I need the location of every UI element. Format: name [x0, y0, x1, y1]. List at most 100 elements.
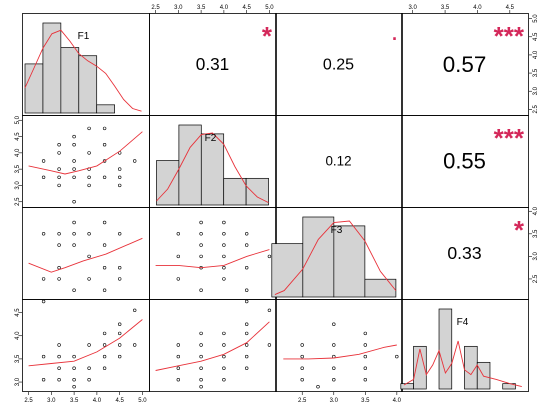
histogram-bar-F3-3: [364, 278, 397, 298]
scatter-point-3-1-10: [87, 254, 91, 259]
scatter-point-4-2-12: [222, 354, 226, 359]
scatter-point-4-1-10: [57, 354, 61, 359]
scatter-point-4-1-12: [102, 354, 107, 359]
scatter-point-4-1-8: [133, 343, 137, 347]
scatter-point-4-3-14: [363, 378, 367, 382]
smooth-line-4-3: [283, 344, 397, 360]
density-line-F3: [274, 220, 397, 296]
scatter-point-2-1-10: [72, 159, 76, 163]
scatter-point-2-1-2: [72, 134, 76, 139]
scatter-point-2-1-12: [133, 159, 137, 163]
scatter-point-3-2-2: [176, 232, 181, 236]
tick-label-row1-4: 4.5: [533, 32, 539, 41]
scatter-point-4-3-4: [363, 343, 367, 347]
scatter-point-3-2-20: [245, 299, 249, 304]
scatter-point-4-3-7: [363, 354, 367, 359]
scatter-point-4-1-22: [72, 385, 76, 389]
scatter-point-3-2-5: [245, 232, 249, 236]
scatter-point-4-3-2: [300, 343, 304, 347]
scatter-point-4-1-18: [41, 378, 46, 382]
scatter-point-4-3-15: [316, 385, 320, 389]
histogram-bar-F2-2: [200, 133, 225, 206]
scatter-point-2-1-23: [57, 183, 61, 188]
tick-label-row1-3: 4.0: [533, 50, 539, 59]
tick-label-row1-0: 2.5: [533, 105, 539, 114]
histogram-bar-F4-3: [438, 308, 453, 390]
scatter-point-3-2-17: [222, 277, 226, 281]
scatter-point-4-2-11: [199, 354, 203, 359]
scatter-point-4-1-5: [87, 343, 91, 347]
smooth-line-3-1: [28, 237, 143, 273]
scatter-point-4-1-9: [41, 354, 46, 359]
tick-label-row1-2: 3.5: [533, 68, 539, 77]
density-line-F4: [403, 340, 522, 388]
scatter-point-2-1-17: [41, 175, 46, 180]
scatter-point-3-1-18: [72, 288, 76, 292]
scatter-point-2-1-13: [57, 167, 61, 171]
scatter-point-4-2-8: [245, 343, 249, 347]
histogram-bar-F3-1: [302, 216, 335, 298]
scatter-point-4-1-13: [117, 354, 122, 359]
scatter-point-3-2-12: [267, 254, 272, 259]
tick-label-row3-2: 3.5: [533, 229, 539, 238]
density-line-F1: [24, 29, 142, 112]
tick-label-col4-1: 3.5: [441, 5, 450, 11]
scatter-point-4-1-16: [87, 366, 91, 370]
scatter-point-3-1-8: [72, 243, 76, 247]
tick-label-row4-0: 3.0: [15, 377, 21, 386]
correlation-value-1-2: 0.31: [196, 54, 229, 74]
tick-label-col1-1: 3.0: [47, 398, 56, 404]
tick-label-col1-3: 4.0: [93, 398, 102, 404]
scatter-point-4-1-19: [57, 378, 61, 382]
tick-label-col3-2: 3.5: [361, 398, 370, 404]
scatter-point-3-1-15: [57, 277, 61, 281]
scatter-point-4-2-7: [222, 343, 226, 347]
scatter-point-4-2-16: [222, 366, 226, 370]
scatter-point-4-2-17: [245, 366, 249, 370]
scatter-point-4-3-3: [332, 343, 336, 347]
histogram-bar-F1-1: [42, 22, 62, 114]
tick-label-row3-1: 3.0: [533, 252, 539, 261]
scatter-point-4-2-3: [222, 331, 226, 336]
histogram-bar-F1-0: [24, 63, 44, 114]
tick-label-col2-2: 3.5: [197, 5, 206, 11]
scatter-point-4-1-7: [117, 343, 122, 347]
tick-label-col3-1: 3.0: [330, 398, 339, 404]
scatter-point-3-1-16: [87, 277, 91, 281]
tick-label-col3-3: 4.0: [393, 398, 402, 404]
smooth-line-4-2: [155, 321, 270, 371]
scatter-point-4-3-10: [332, 366, 336, 370]
tick-label-row2-0: 2.5: [15, 197, 21, 206]
scatter-point-3-2-9: [176, 254, 181, 259]
scatter-point-3-1-0: [72, 220, 76, 225]
scatter-point-3-2-16: [176, 277, 181, 281]
histogram-bar-F2-1: [178, 124, 202, 206]
scatter-point-2-1-25: [117, 183, 122, 188]
correlation-value-2-4: 0.55: [443, 149, 486, 174]
tick-label-row3-0: 2.5: [533, 274, 539, 283]
scatter-point-3-1-14: [41, 277, 46, 281]
scatter-point-4-1-17: [102, 366, 107, 370]
tick-label-row4-2: 4.0: [15, 331, 21, 340]
scatter-point-4-2-1: [245, 322, 249, 326]
tick-label-row2-2: 3.5: [15, 164, 21, 173]
scatter-point-4-3-9: [300, 366, 304, 370]
variable-label-F2: F2: [205, 133, 217, 144]
scatter-point-4-2-19: [199, 378, 203, 382]
scatter-point-3-2-1: [222, 220, 226, 225]
scatter-point-3-2-14: [222, 266, 226, 270]
scatter-point-2-1-3: [57, 143, 61, 147]
scatter-point-2-1-21: [102, 175, 107, 180]
scatter-point-3-1-20: [41, 299, 46, 304]
tick-label-row3-3: 4.0: [533, 206, 539, 215]
histogram-bar-F1-3: [78, 55, 98, 114]
scatter-point-3-1-17: [117, 277, 122, 281]
tick-label-col2-5: 5.0: [265, 5, 274, 11]
variable-label-F1: F1: [78, 31, 90, 42]
tick-label-row2-4: 4.5: [15, 132, 21, 141]
scatter-point-2-1-7: [87, 151, 91, 155]
scatter-point-2-1-26: [72, 200, 76, 204]
scatter-point-2-1-16: [117, 167, 122, 171]
scatter-point-2-1-9: [41, 159, 46, 163]
